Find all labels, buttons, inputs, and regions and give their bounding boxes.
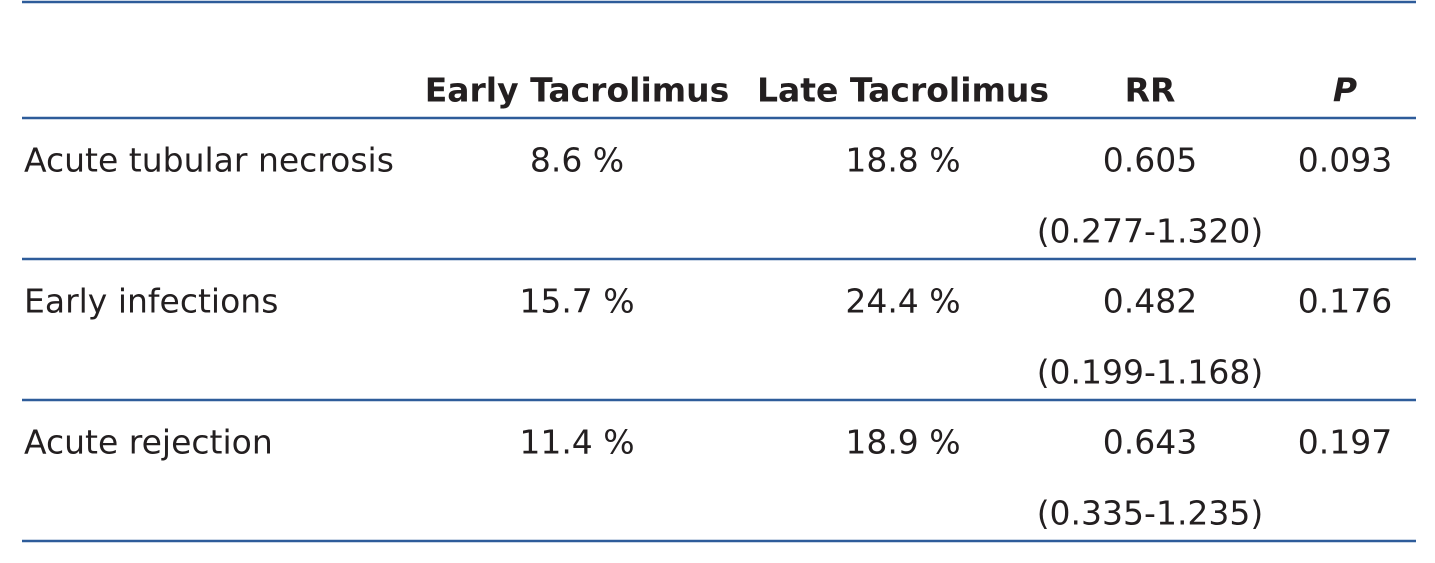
cell: 0.482 bbox=[1103, 282, 1197, 321]
row-label: Acute rejection bbox=[24, 423, 273, 462]
cell: 0.093 bbox=[1298, 141, 1392, 180]
cell: (0.199-1.168) bbox=[1037, 353, 1264, 392]
cell: 18.8 % bbox=[845, 141, 960, 180]
cell: 11.4 % bbox=[519, 423, 634, 462]
cell: 24.4 % bbox=[845, 282, 960, 321]
row-label: Acute tubular necrosis bbox=[24, 141, 394, 180]
column-header: Early Tacrolimus bbox=[425, 71, 730, 110]
cell: (0.335-1.235) bbox=[1037, 494, 1264, 533]
column-header: Late Tacrolimus bbox=[757, 71, 1049, 110]
cell: 0.176 bbox=[1298, 282, 1392, 321]
column-header: RR bbox=[1125, 71, 1176, 110]
column-header: P bbox=[1333, 71, 1357, 110]
cell: 0.197 bbox=[1298, 423, 1392, 462]
cell: 0.605 bbox=[1103, 141, 1197, 180]
cell: 0.643 bbox=[1103, 423, 1197, 462]
row-label: Early infections bbox=[24, 282, 278, 321]
cell: (0.277-1.320) bbox=[1037, 212, 1264, 251]
cell: 18.9 % bbox=[845, 423, 960, 462]
cell: 15.7 % bbox=[519, 282, 634, 321]
cell: 8.6 % bbox=[530, 141, 624, 180]
